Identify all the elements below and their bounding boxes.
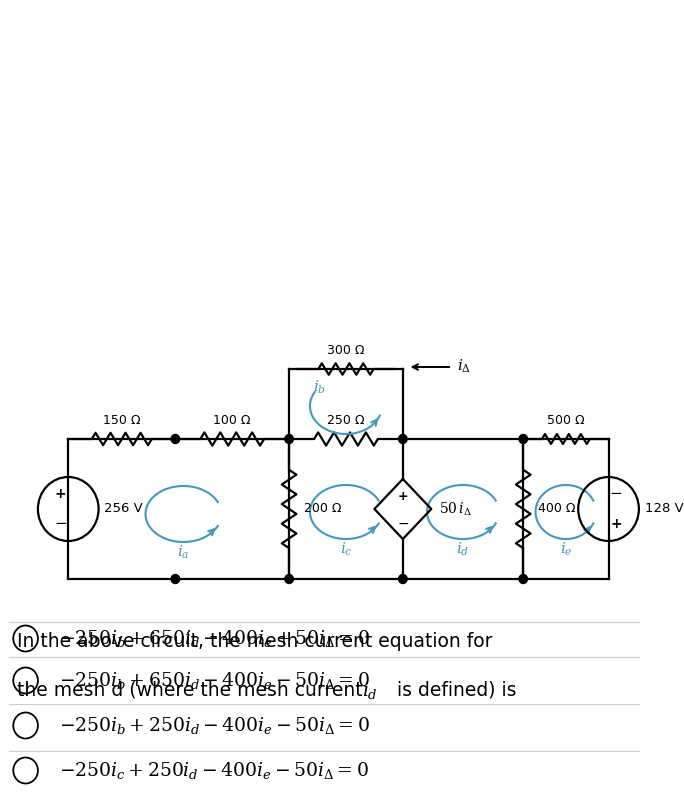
Text: −: −	[54, 517, 67, 531]
Text: 250 Ω: 250 Ω	[327, 414, 365, 427]
Text: $-250i_b + 250i_d - 400i_e - 50i_{\Delta} = 0$: $-250i_b + 250i_d - 400i_e - 50i_{\Delta…	[59, 715, 370, 736]
Circle shape	[519, 575, 527, 584]
Text: 400 Ω: 400 Ω	[538, 503, 576, 515]
Text: $50\,i_\Delta$: $50\,i_\Delta$	[439, 500, 472, 518]
Circle shape	[285, 434, 293, 444]
Circle shape	[399, 575, 407, 584]
Text: 128 V: 128 V	[644, 503, 683, 515]
Text: $-250i_b + 650i_d - 400i_e + 50i_{\Delta} = 0$: $-250i_b + 650i_d - 400i_e + 50i_{\Delta…	[59, 628, 370, 649]
Text: 300 Ω: 300 Ω	[327, 344, 365, 357]
Text: −: −	[609, 487, 622, 502]
Text: $i_d$: $i_d$	[362, 680, 378, 701]
Text: $i_d$: $i_d$	[456, 541, 470, 558]
Text: $-250i_c + 250i_d - 400i_e - 50i_{\Delta} = 0$: $-250i_c + 250i_d - 400i_e - 50i_{\Delta…	[59, 760, 369, 781]
Text: $i_\Delta$: $i_\Delta$	[457, 357, 471, 375]
Circle shape	[171, 434, 180, 444]
Text: 200 Ω: 200 Ω	[304, 503, 342, 515]
Text: 500 Ω: 500 Ω	[547, 414, 585, 427]
Text: 256 V: 256 V	[104, 503, 143, 515]
Text: In the above circuit, the mesh current equation for: In the above circuit, the mesh current e…	[17, 632, 492, 651]
Text: +: +	[397, 489, 408, 503]
Text: $-250i_b + 650i_d - 400i_e - 50i_{\Delta} = 0$: $-250i_b + 650i_d - 400i_e - 50i_{\Delta…	[59, 670, 370, 691]
Text: $i_c$: $i_c$	[340, 541, 352, 558]
Text: +: +	[610, 517, 622, 531]
Text: 100 Ω: 100 Ω	[213, 414, 251, 427]
Text: is defined) is: is defined) is	[391, 680, 516, 699]
Text: 150 Ω: 150 Ω	[103, 414, 140, 427]
Text: +: +	[55, 487, 66, 501]
Text: $i_e$: $i_e$	[560, 541, 573, 558]
Text: the mesh d (where the mesh current: the mesh d (where the mesh current	[17, 680, 369, 699]
Text: −: −	[397, 517, 408, 531]
Text: $i_a$: $i_a$	[177, 544, 189, 561]
Circle shape	[171, 575, 180, 584]
Text: $i_b$: $i_b$	[313, 379, 326, 396]
Circle shape	[399, 434, 407, 444]
Circle shape	[285, 575, 293, 584]
Circle shape	[519, 434, 527, 444]
